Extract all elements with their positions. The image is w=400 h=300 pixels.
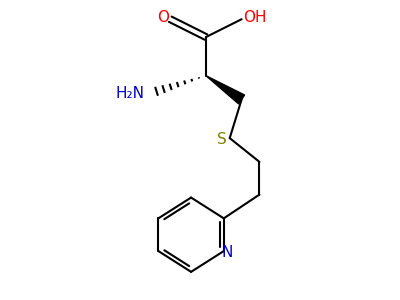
Text: OH: OH xyxy=(243,10,267,25)
Polygon shape xyxy=(206,76,244,104)
Text: N: N xyxy=(222,245,233,260)
Text: S: S xyxy=(216,132,226,147)
Text: O: O xyxy=(157,10,169,25)
Text: H₂N: H₂N xyxy=(116,86,145,101)
